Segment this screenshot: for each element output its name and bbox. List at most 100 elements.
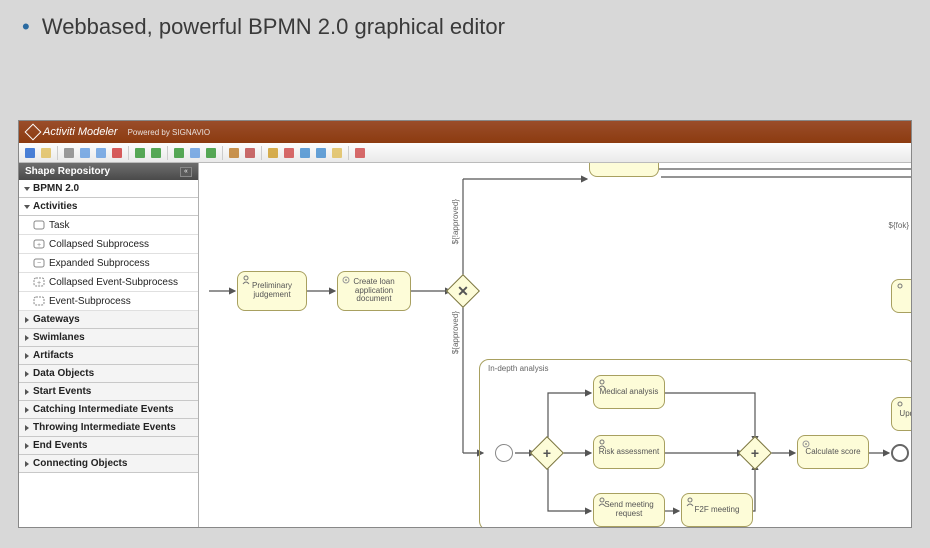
task-f2f[interactable]: F2F meeting [681, 493, 753, 527]
user-icon [241, 275, 251, 285]
caret-icon [25, 317, 29, 323]
toolbar-copy-icon[interactable] [78, 146, 92, 160]
edge-label-not-approved: ${!approved} [451, 199, 460, 244]
sidebar-cat-label: End Events [33, 440, 87, 451]
sidebar-cat[interactable]: End Events [19, 437, 198, 455]
task-createloan[interactable]: Create loan application document [337, 271, 411, 311]
toolbar-a3-icon[interactable] [298, 146, 312, 160]
toolbar-doc-icon[interactable] [39, 146, 53, 160]
toolbar-paste-icon[interactable] [94, 146, 108, 160]
gateway-parallel-split[interactable]: + [535, 441, 559, 465]
dash-rect-plus-icon: + [33, 276, 45, 288]
bullet-dot: • [22, 14, 30, 39]
sidebar-item-activity[interactable]: − Expanded Subprocess [19, 254, 198, 273]
task-risk[interactable]: Risk assessment [593, 435, 665, 469]
toolbar-a2-icon[interactable] [282, 146, 296, 160]
sidebar-cat-label: Artifacts [33, 350, 74, 361]
gear-icon [341, 275, 351, 285]
toolbar-a5-icon[interactable] [330, 146, 344, 160]
collapse-icon[interactable]: « [180, 167, 192, 177]
sidebar-cat[interactable]: Throwing Intermediate Events [19, 419, 198, 437]
task-sendmeeting[interactable]: Send meeting request [593, 493, 665, 527]
task-partial-top[interactable] [589, 163, 659, 177]
sidebar-item-label: Event-Subprocess [49, 296, 131, 307]
task-label: Calculate score [805, 448, 860, 457]
sidebar-item-activity[interactable]: Event-Subprocess [19, 292, 198, 311]
sidebar-item-activity[interactable]: + Collapsed Event-Subprocess [19, 273, 198, 292]
task-label: Risk assessment [599, 448, 659, 457]
user-icon [597, 379, 607, 389]
titlebar: Activiti Modeler Powered by SIGNAVIO [19, 121, 911, 143]
edge-label-fok: ${fok} [889, 221, 909, 230]
toolbar-separator [348, 146, 349, 160]
toolbar-align-icon[interactable] [172, 146, 186, 160]
toolbar-undo-icon[interactable] [133, 146, 147, 160]
gateway-parallel-join[interactable]: + [743, 441, 767, 465]
app-frame: Activiti Modeler Powered by SIGNAVIO Sha… [18, 120, 912, 528]
caret-icon [25, 407, 29, 413]
toolbar-fit-icon[interactable] [243, 146, 257, 160]
sidebar-cat[interactable]: Swimlanes [19, 329, 198, 347]
sidebar-cat[interactable]: Artifacts [19, 347, 198, 365]
sidebar: Shape Repository « BPMN 2.0 Activities T… [19, 163, 199, 527]
caret-icon [25, 353, 29, 359]
task-fin-partial[interactable]: Fin [891, 279, 911, 313]
toolbar-dist-icon[interactable] [188, 146, 202, 160]
sidebar-header: Shape Repository « [19, 163, 198, 180]
toolbar-delete-icon[interactable] [110, 146, 124, 160]
sidebar-item-label: Collapsed Event-Subprocess [49, 277, 178, 288]
toolbar-a1-icon[interactable] [266, 146, 280, 160]
task-label: F2F meeting [695, 506, 740, 515]
sidebar-cat[interactable]: Connecting Objects [19, 455, 198, 473]
caret-icon [25, 335, 29, 341]
end-event[interactable] [891, 444, 909, 462]
task-update-partial[interactable]: Update anal [891, 397, 911, 431]
sidebar-item-activity[interactable]: +Collapsed Subprocess [19, 235, 198, 254]
toolbar-zoom-icon[interactable] [227, 146, 241, 160]
sidebar-cat[interactable]: Start Events [19, 383, 198, 401]
toolbar-save-icon[interactable] [23, 146, 37, 160]
caret-icon [25, 425, 29, 431]
svg-text:+: + [37, 242, 41, 249]
brand: Activiti Modeler Powered by SIGNAVIO [27, 126, 210, 138]
task-preliminary[interactable]: Preliminary judgement [237, 271, 307, 311]
task-label: Preliminary judgement [242, 282, 302, 300]
caret-icon [25, 461, 29, 467]
caret-icon [25, 371, 29, 377]
sidebar-cat-activities[interactable]: Activities [19, 198, 198, 216]
sidebar-cat[interactable]: Gateways [19, 311, 198, 329]
toolbar-a4-icon[interactable] [314, 146, 328, 160]
subprocess-title: In-depth analysis [488, 364, 548, 373]
sidebar-cat-label: Connecting Objects [33, 458, 127, 469]
sidebar-item-activity[interactable]: Task [19, 216, 198, 235]
dash-rect-icon [33, 295, 45, 307]
sidebar-cat[interactable]: Catching Intermediate Events [19, 401, 198, 419]
slide-bullet: • Webbased, powerful BPMN 2.0 graphical … [22, 14, 505, 40]
toolbar-chart-icon[interactable] [353, 146, 367, 160]
toolbar-cut-icon[interactable] [62, 146, 76, 160]
toolbar-separator [261, 146, 262, 160]
toolbar [19, 143, 911, 163]
task-calculate[interactable]: Calculate score [797, 435, 869, 469]
brand-text: Activiti Modeler [43, 126, 118, 138]
sidebar-item-label: Task [49, 220, 70, 231]
toolbar-redo-icon[interactable] [149, 146, 163, 160]
task-label: Send meeting request [598, 501, 660, 519]
caret-icon [24, 205, 30, 209]
sidebar-item-label: Expanded Subprocess [49, 258, 150, 269]
canvas[interactable]: Preliminary judgement Create loan applic… [199, 163, 911, 527]
start-event[interactable] [495, 444, 513, 462]
sidebar-cat-label: Gateways [33, 314, 80, 325]
slide-root: • Webbased, powerful BPMN 2.0 graphical … [0, 0, 930, 548]
task-medical[interactable]: Medical analysis [593, 375, 665, 409]
user-icon [597, 439, 607, 449]
user-icon [895, 283, 905, 293]
toolbar-separator [128, 146, 129, 160]
sidebar-cat[interactable]: Data Objects [19, 365, 198, 383]
rect-minus-icon: − [33, 257, 45, 269]
edge-label-approved: ${approved} [451, 311, 460, 354]
gateway-exclusive[interactable]: ✕ [451, 279, 475, 303]
toolbar-grid-icon[interactable] [204, 146, 218, 160]
svg-text:−: − [37, 260, 41, 267]
sidebar-root[interactable]: BPMN 2.0 [19, 180, 198, 198]
